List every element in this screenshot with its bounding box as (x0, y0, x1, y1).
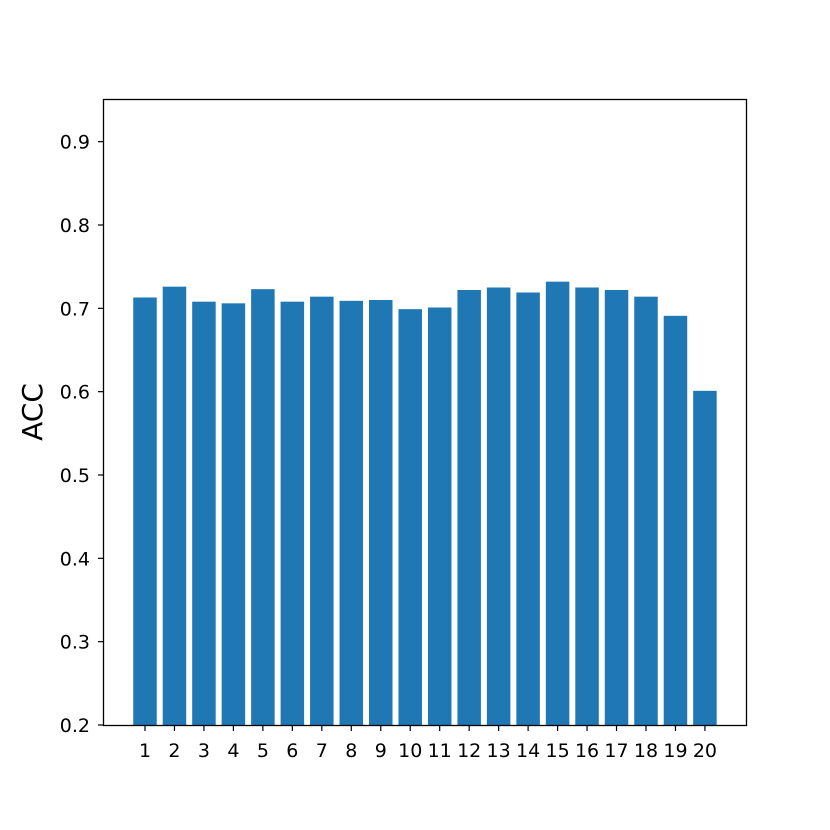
bar-6 (280, 301, 305, 725)
bar-12 (457, 290, 481, 725)
bar-17 (604, 290, 629, 725)
bar-7 (310, 296, 334, 725)
y-axis-label: ACC (16, 383, 49, 441)
y-tick-label: 0.7 (60, 298, 90, 320)
bars-layer (133, 281, 717, 725)
bar-9 (369, 300, 393, 725)
plot-frame (102, 98, 748, 727)
bar-13 (486, 287, 511, 725)
x-tick-label: 17 (604, 740, 628, 762)
bar-8 (339, 300, 364, 725)
bar-15 (545, 281, 570, 725)
x-tick-label: 15 (545, 740, 569, 762)
bar-1 (133, 297, 157, 725)
x-tick-label: 5 (257, 740, 269, 762)
y-tick-label: 0.2 (60, 715, 90, 737)
y-tick-label: 0.4 (60, 548, 90, 570)
x-tick-label: 10 (398, 740, 422, 762)
y-tick-label: 0.8 (60, 215, 90, 237)
bar-16 (575, 287, 599, 725)
x-tick-label: 6 (286, 740, 298, 762)
x-tick-label: 7 (316, 740, 328, 762)
x-tick-label: 12 (457, 740, 481, 762)
y-tick-label: 0.5 (60, 465, 90, 487)
y-tick-label: 0.9 (60, 132, 90, 154)
bar-18 (634, 296, 658, 725)
y-tick-label: 0.6 (60, 382, 90, 404)
x-tick-label: 14 (516, 740, 540, 762)
x-tick-label: 13 (487, 740, 511, 762)
x-tick-label: 2 (168, 740, 180, 762)
x-tick-label: 4 (227, 740, 239, 762)
bar-14 (516, 292, 540, 725)
bar-20 (693, 390, 717, 725)
x-tick-label: 1 (139, 740, 151, 762)
bar-3 (192, 301, 216, 725)
bar-2 (162, 286, 187, 725)
x-tick-label: 8 (345, 740, 357, 762)
bar-19 (663, 315, 688, 725)
y-tick-label: 0.3 (60, 632, 90, 654)
x-tick-label: 16 (575, 740, 599, 762)
bar-10 (398, 309, 422, 725)
x-tick-label: 3 (198, 740, 210, 762)
x-tick-label: 19 (663, 740, 687, 762)
bar-4 (221, 303, 246, 725)
y-axis-ticks: 0.2 0.3 0.4 0.5 0.6 0.7 0.8 0.9 (60, 132, 104, 737)
x-tick-label: 11 (428, 740, 452, 762)
bar-5 (251, 289, 275, 725)
x-tick-label: 20 (693, 740, 717, 762)
bar-11 (427, 307, 452, 725)
x-axis-ticks: 1 2 3 4 5 6 7 8 9 10 11 12 13 14 15 16 17 18 19 20 (139, 725, 717, 762)
x-tick-label: 9 (375, 740, 387, 762)
x-tick-label: 18 (634, 740, 658, 762)
